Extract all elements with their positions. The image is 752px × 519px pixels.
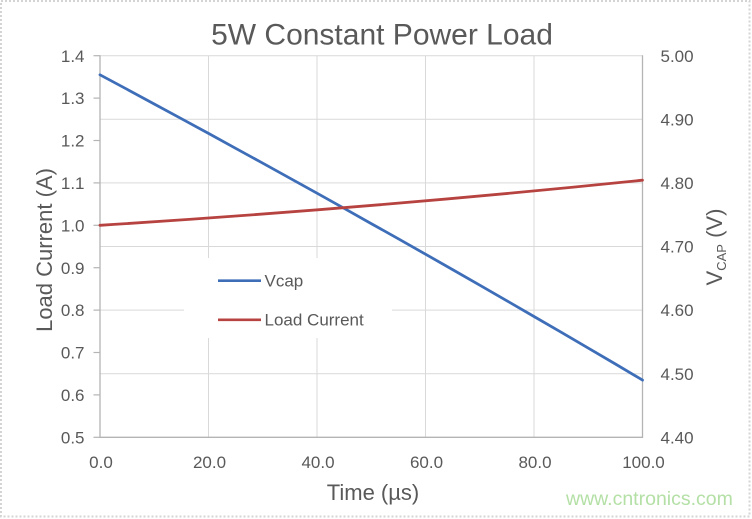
svg-text:4.40: 4.40 <box>661 428 694 447</box>
svg-text:100.0: 100.0 <box>622 453 665 472</box>
svg-text:40.0: 40.0 <box>301 453 334 472</box>
svg-text:0.8: 0.8 <box>61 301 85 320</box>
svg-text:1.2: 1.2 <box>61 132 85 151</box>
svg-text:4.50: 4.50 <box>661 365 694 384</box>
svg-text:0.5: 0.5 <box>61 428 85 447</box>
svg-text:80.0: 80.0 <box>518 453 551 472</box>
svg-text:4.80: 4.80 <box>661 174 694 193</box>
svg-text:4.60: 4.60 <box>661 301 694 320</box>
svg-text:0.0: 0.0 <box>89 453 113 472</box>
svg-text:VCAP (V): VCAP (V) <box>702 209 729 286</box>
svg-text:Load Current (A): Load Current (A) <box>32 168 57 332</box>
svg-text:5W Constant Power Load: 5W Constant Power Load <box>211 19 553 52</box>
svg-text:Vcap: Vcap <box>265 272 304 291</box>
svg-text:0.6: 0.6 <box>61 386 85 405</box>
svg-text:20.0: 20.0 <box>193 453 226 472</box>
svg-text:Time (µs): Time (µs) <box>327 480 420 505</box>
svg-text:4.90: 4.90 <box>661 110 694 129</box>
svg-text:1.3: 1.3 <box>61 89 85 108</box>
svg-text:www.cntronics.com: www.cntronics.com <box>565 488 733 510</box>
svg-text:1.4: 1.4 <box>61 47 85 66</box>
svg-text:Load Current: Load Current <box>265 311 365 330</box>
svg-text:1.0: 1.0 <box>61 216 85 235</box>
svg-text:0.7: 0.7 <box>61 344 85 363</box>
svg-text:4.70: 4.70 <box>661 238 694 257</box>
svg-text:60.0: 60.0 <box>410 453 443 472</box>
svg-text:1.1: 1.1 <box>61 174 85 193</box>
svg-text:5.00: 5.00 <box>661 47 694 66</box>
svg-text:0.9: 0.9 <box>61 259 85 278</box>
